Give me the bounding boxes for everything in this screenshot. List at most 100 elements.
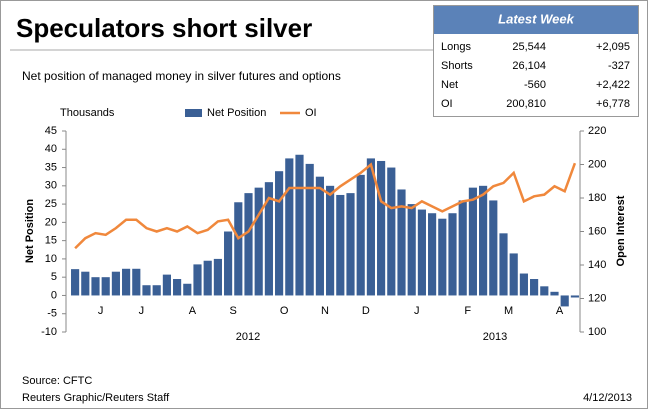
bar <box>479 185 488 296</box>
x-tick-label: A <box>189 305 197 317</box>
x-tick-label: J <box>98 305 104 317</box>
y-tick-label: 45 <box>45 125 57 137</box>
chart-title: Speculators short silver <box>16 13 312 43</box>
y2-tick-label: 100 <box>588 326 606 338</box>
bar <box>468 187 477 296</box>
year-label: 2012 <box>236 331 260 343</box>
line <box>74 162 577 250</box>
bar <box>244 193 253 296</box>
bar <box>295 154 304 296</box>
subtitle: Net position of managed money in silver … <box>22 69 341 83</box>
bar <box>458 200 467 296</box>
bar <box>448 213 457 296</box>
bar <box>132 268 141 296</box>
bar <box>326 185 335 296</box>
bar <box>407 204 416 296</box>
x-tick-label: N <box>321 305 329 317</box>
y-tick-label: 25 <box>45 198 57 210</box>
y-tick-label: 20 <box>45 216 57 228</box>
x-tick-label: D <box>362 305 370 317</box>
bar <box>101 277 110 296</box>
bar <box>224 231 233 296</box>
y-tick-label: 0 <box>51 289 57 301</box>
bar <box>91 277 100 296</box>
bar <box>234 202 243 296</box>
y2-tick-label: 120 <box>588 292 606 304</box>
bar <box>489 200 498 296</box>
y2-tick-label: 140 <box>588 259 606 271</box>
y-tick-label: 30 <box>45 180 57 192</box>
table-cell: +2,095 <box>596 41 630 53</box>
bar <box>305 163 314 296</box>
date: 4/12/2013 <box>583 392 632 404</box>
table-cell: 200,810 <box>506 98 546 110</box>
bar <box>203 260 212 296</box>
y2-tick-label: 220 <box>588 125 606 137</box>
x-tick-label: M <box>504 305 513 317</box>
y2-tick-label: 180 <box>588 192 606 204</box>
bar <box>570 295 579 298</box>
table-title: Latest Week <box>498 11 574 26</box>
x-tick-label: A <box>556 305 564 317</box>
bar <box>530 279 539 296</box>
table-cell: Net <box>441 79 458 91</box>
table-cell: Longs <box>441 41 471 53</box>
table-cell: OI <box>441 98 453 110</box>
table-cell: -560 <box>524 79 546 91</box>
bar <box>550 291 559 296</box>
bar <box>346 193 355 296</box>
bar <box>111 271 120 296</box>
bar <box>438 218 447 296</box>
bar <box>315 176 324 296</box>
y-tick-label: 40 <box>45 143 57 155</box>
legend-label: OI <box>305 107 317 119</box>
units-label: Thousands <box>60 107 115 119</box>
bar <box>366 158 375 296</box>
year-label: 2013 <box>483 331 507 343</box>
bar <box>173 279 182 296</box>
bar <box>499 233 508 296</box>
y-axis-label: Net Position <box>24 199 36 263</box>
y-tick-label: 5 <box>51 271 57 283</box>
bar <box>275 171 284 296</box>
y-tick-label: 10 <box>45 253 57 265</box>
y2-tick-label: 200 <box>588 158 606 170</box>
x-tick-label: J <box>139 305 145 317</box>
table-cell: Shorts <box>441 60 473 72</box>
x-tick-label: S <box>230 305 237 317</box>
bar <box>264 182 273 296</box>
table-cell: +6,778 <box>596 98 630 110</box>
table-cell: 26,104 <box>512 60 546 72</box>
bar <box>81 271 90 296</box>
bar <box>509 253 518 296</box>
legend-label: Net Position <box>207 107 266 119</box>
bar <box>193 264 202 296</box>
x-tick-label: J <box>414 305 420 317</box>
x-tick-label: F <box>464 305 471 317</box>
legend-swatch <box>185 109 202 117</box>
bar <box>560 295 569 307</box>
y-tick-label: -5 <box>47 308 57 320</box>
bar <box>417 209 426 296</box>
bar <box>519 273 528 296</box>
bar <box>142 285 151 296</box>
y-tick-label: 35 <box>45 161 57 173</box>
table-cell: 25,544 <box>512 41 546 53</box>
y2-axis-label: Open Interest <box>615 195 627 266</box>
y-tick-label: 15 <box>45 235 57 247</box>
bar <box>336 194 345 296</box>
bar <box>152 285 161 296</box>
source: Source: CFTC <box>22 375 92 387</box>
bar <box>254 187 263 296</box>
bar <box>397 189 406 296</box>
bar <box>377 160 386 296</box>
table-cell: -327 <box>608 60 630 72</box>
bar <box>122 268 131 296</box>
table-cell: +2,422 <box>596 79 630 91</box>
bar <box>285 158 294 296</box>
bar <box>71 269 80 296</box>
bar <box>356 174 365 296</box>
credit: Reuters Graphic/Reuters Staff <box>22 392 170 404</box>
bar <box>183 283 192 296</box>
